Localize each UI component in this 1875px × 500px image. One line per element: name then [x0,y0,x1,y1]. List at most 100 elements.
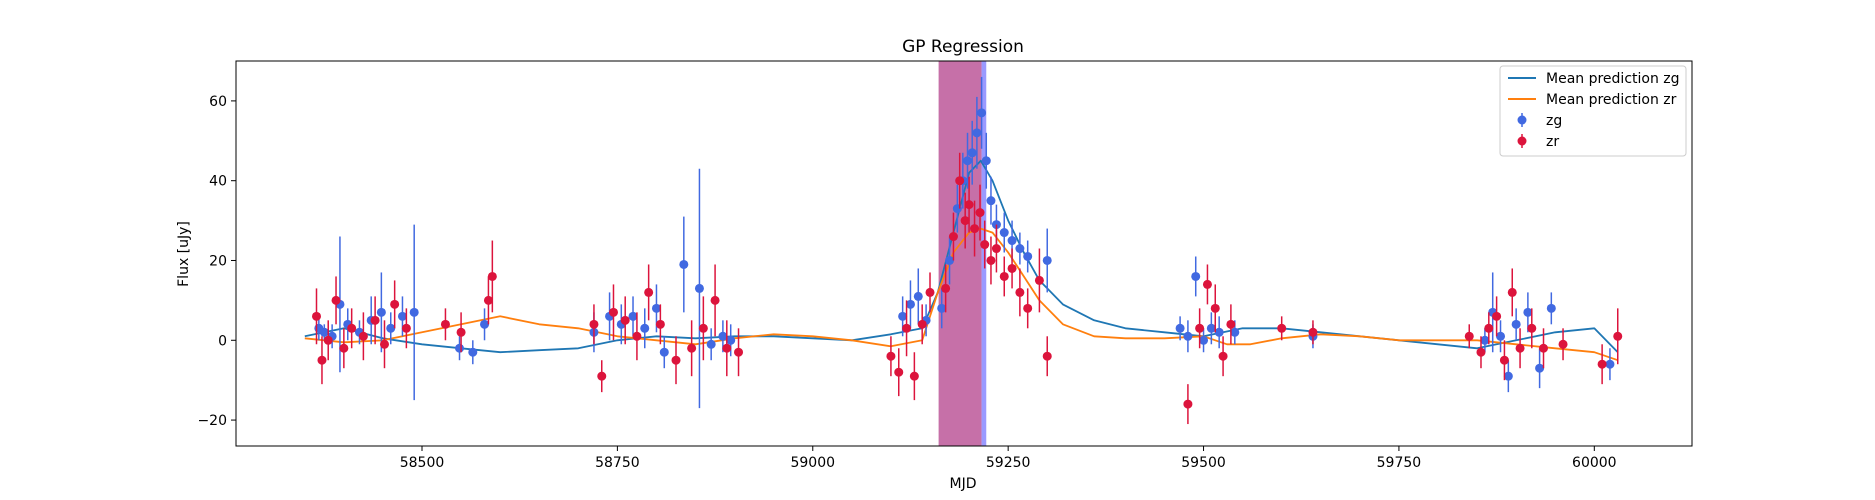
data-point-zr-50 [1183,399,1193,409]
data-point-zr-53 [1210,303,1220,313]
data-point-zr-26 [722,343,732,353]
data-point-zg-42 [1007,236,1017,246]
data-point-zg-1 [319,327,329,337]
data-point-zg-41 [999,228,1009,238]
data-point-zr-44 [999,271,1009,281]
data-point-zr-47 [1023,303,1033,313]
data-point-zg-25 [726,335,736,345]
data-point-zr-46 [1015,287,1025,297]
data-point-zg-18 [640,323,650,333]
data-point-zg-54 [1480,335,1490,345]
data-point-zr-31 [909,371,919,381]
legend-swatch-zg-point [1517,115,1527,125]
series-line-mean-prediction-zr [304,227,1619,362]
data-point-zr-21 [655,319,665,329]
data-point-zr-19 [632,331,642,341]
data-point-zr-39 [970,224,980,234]
data-point-zr-41 [980,240,990,250]
data-point-zg-28 [913,291,923,301]
x-tick-label-2: 59000 [790,455,835,471]
legend-swatch-zr-point [1517,136,1527,146]
data-point-zg-21 [679,259,689,269]
plot-area-frame [235,60,1693,447]
data-point-zr-16 [597,371,607,381]
legend-label-zr-points: zr [1546,134,1559,150]
data-point-zg-8 [386,323,396,333]
y-tick-label-2: 20 [209,253,227,269]
legend-label-zg-line: Mean prediction zg [1546,71,1680,87]
data-point-zr-10 [401,323,411,333]
data-point-zg-24 [718,331,728,341]
data-point-zr-51 [1195,323,1205,333]
data-point-zg-61 [1546,303,1556,313]
data-point-zg-27 [905,299,915,309]
data-point-zr-61 [1492,311,1502,321]
x-tick-label-6: 60000 [1572,455,1617,471]
data-point-zr-68 [1597,359,1607,369]
data-point-zg-32 [952,204,962,214]
data-point-zg-11 [455,343,465,353]
data-point-zr-30 [902,323,912,333]
data-point-zr-40 [975,208,985,218]
data-point-zr-45 [1007,263,1017,273]
data-point-zr-56 [1277,323,1287,333]
data-point-zg-50 [1206,323,1216,333]
data-point-zg-7 [376,307,386,317]
data-point-zg-36 [972,128,982,138]
data-point-zr-1 [317,355,327,365]
x-tick-label-5: 59750 [1377,455,1422,471]
data-point-zr-58 [1464,331,1474,341]
chart-title: GP Regression [902,37,1024,57]
data-point-zr-4 [339,343,349,353]
y-tick-label-3: 40 [209,174,227,190]
data-point-zr-3 [331,295,341,305]
data-point-zr-25 [710,295,720,305]
data-point-zr-12 [456,327,466,337]
data-point-zg-49 [1199,335,1209,345]
data-point-zr-20 [644,287,654,297]
data-point-zg-34 [963,156,973,166]
prediction-line-layer [304,159,1619,362]
data-point-zr-48 [1034,275,1044,285]
data-point-zr-66 [1539,343,1549,353]
legend-box [1499,65,1687,157]
legend-label-zg-points: zg [1546,113,1562,129]
data-point-zg-20 [659,347,669,357]
data-point-zr-52 [1202,279,1212,289]
data-point-zr-14 [487,271,497,281]
data-point-zr-64 [1515,343,1525,353]
data-point-zr-24 [698,323,708,333]
data-point-zg-47 [1183,331,1193,341]
data-point-zr-32 [917,319,927,329]
data-point-zg-45 [1042,255,1052,265]
data-point-zg-26 [898,311,908,321]
data-point-zr-17 [608,307,618,317]
data-point-zg-31 [945,255,955,265]
data-point-zr-23 [687,343,697,353]
x-tick-label-4: 59500 [1181,455,1226,471]
y-tick-label-1: 0 [218,333,227,349]
data-point-zr-11 [440,319,450,329]
data-point-zg-37 [977,108,987,118]
data-point-zr-2 [323,335,333,345]
data-point-zg-39 [986,196,996,206]
data-point-zr-0 [311,311,321,321]
data-point-zg-51 [1214,327,1224,337]
data-point-zr-69 [1613,331,1623,341]
data-point-zg-62 [1605,359,1615,369]
x-axis-title: MJD [950,476,977,492]
data-point-zg-46 [1175,323,1185,333]
data-point-zg-35 [967,148,977,158]
data-point-zr-57 [1308,327,1318,337]
data-point-zr-55 [1226,319,1236,329]
data-point-zr-22 [671,355,681,365]
data-point-zr-62 [1499,355,1509,365]
data-point-zg-52 [1230,327,1240,337]
data-point-zg-44 [1023,251,1033,261]
x-tick-label-0: 58500 [400,455,445,471]
data-point-zr-15 [589,319,599,329]
data-point-zr-63 [1507,287,1517,297]
data-point-zr-37 [960,216,970,226]
data-point-zr-29 [894,367,904,377]
